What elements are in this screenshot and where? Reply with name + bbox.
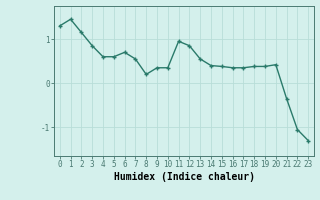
X-axis label: Humidex (Indice chaleur): Humidex (Indice chaleur) — [114, 172, 254, 182]
